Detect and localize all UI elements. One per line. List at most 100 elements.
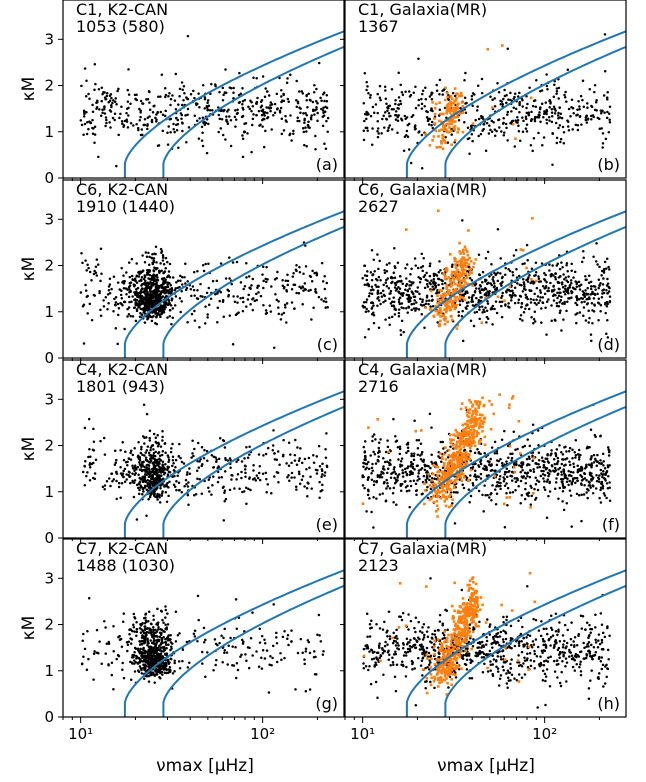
data-point [207, 262, 210, 265]
data-point [554, 278, 558, 281]
data-point [562, 472, 566, 475]
data-point [298, 472, 301, 476]
data-point [566, 269, 569, 273]
data-point [81, 261, 84, 265]
data-point [499, 272, 502, 275]
data-point [480, 91, 484, 95]
data-point [171, 459, 175, 462]
data-point [151, 483, 155, 486]
data-point [598, 461, 601, 465]
model-point [466, 258, 470, 261]
data-point [466, 126, 470, 129]
data-point [137, 275, 141, 278]
data-point [501, 103, 505, 106]
data-point [462, 486, 466, 490]
panel-frame [62, 0, 345, 179]
data-point [519, 479, 523, 483]
data-point [516, 118, 520, 122]
model-point [458, 112, 462, 115]
data-point [138, 463, 142, 466]
data-point [154, 440, 158, 444]
data-point [417, 471, 420, 475]
data-point [164, 490, 168, 494]
data-point [257, 471, 261, 475]
data-point [207, 486, 210, 490]
data-point [493, 469, 496, 473]
data-point [113, 449, 117, 453]
data-point [416, 286, 420, 289]
data-point [552, 105, 556, 109]
data-point [405, 277, 408, 280]
data-point [141, 453, 144, 456]
data-point [581, 79, 585, 83]
data-point [485, 121, 489, 125]
data-point [246, 132, 249, 135]
data-point [140, 445, 143, 449]
data-point [477, 134, 480, 138]
data-point [418, 130, 421, 133]
data-point [220, 475, 224, 479]
data-point [548, 269, 551, 272]
data-point [153, 480, 156, 483]
data-point [221, 86, 225, 90]
data-point [167, 486, 170, 489]
data-point [590, 454, 593, 458]
data-point [508, 294, 512, 297]
data-point [441, 440, 445, 444]
data-point [424, 98, 428, 101]
data-point [439, 269, 442, 272]
data-point [144, 451, 147, 454]
data-point [420, 166, 424, 170]
data-point [238, 100, 242, 104]
data-point [254, 102, 258, 105]
data-point [322, 106, 325, 109]
data-point [558, 124, 562, 127]
data-point [486, 493, 489, 497]
panel-count: 1053 (580) [76, 17, 165, 36]
data-point [167, 494, 170, 498]
data-point [506, 486, 510, 490]
data-point [128, 300, 131, 304]
model-point [455, 92, 458, 95]
data-point [528, 475, 532, 479]
data-point [535, 78, 538, 82]
data-point [144, 470, 147, 473]
data-point [540, 321, 543, 324]
data-point [533, 99, 537, 102]
data-point [135, 93, 138, 96]
data-point [167, 470, 171, 474]
data-point [86, 312, 89, 315]
panel-count: 2627 [358, 197, 399, 216]
model-point [440, 311, 443, 315]
data-point [119, 448, 122, 452]
data-point [484, 256, 488, 260]
data-point [372, 480, 376, 483]
data-point [518, 111, 521, 114]
data-point [412, 458, 416, 462]
data-point [378, 259, 381, 263]
data-point [401, 282, 404, 285]
data-point [599, 486, 603, 489]
data-point [475, 296, 478, 300]
data-point [581, 98, 584, 102]
data-point [205, 291, 209, 295]
data-point [320, 261, 324, 265]
data-point [494, 273, 498, 276]
data-point [561, 477, 565, 481]
data-point [487, 292, 491, 295]
data-point [127, 114, 130, 117]
model-point [456, 268, 459, 272]
data-point [172, 483, 176, 487]
data-point [111, 116, 115, 120]
data-point [593, 304, 596, 307]
data-point [529, 143, 533, 147]
data-point [399, 463, 402, 466]
data-point [204, 262, 207, 266]
data-point [479, 462, 483, 466]
data-point [377, 455, 380, 458]
data-point [282, 287, 286, 290]
data-point [154, 252, 157, 256]
data-point [161, 259, 165, 262]
data-point [101, 111, 104, 115]
data-point [169, 450, 173, 454]
